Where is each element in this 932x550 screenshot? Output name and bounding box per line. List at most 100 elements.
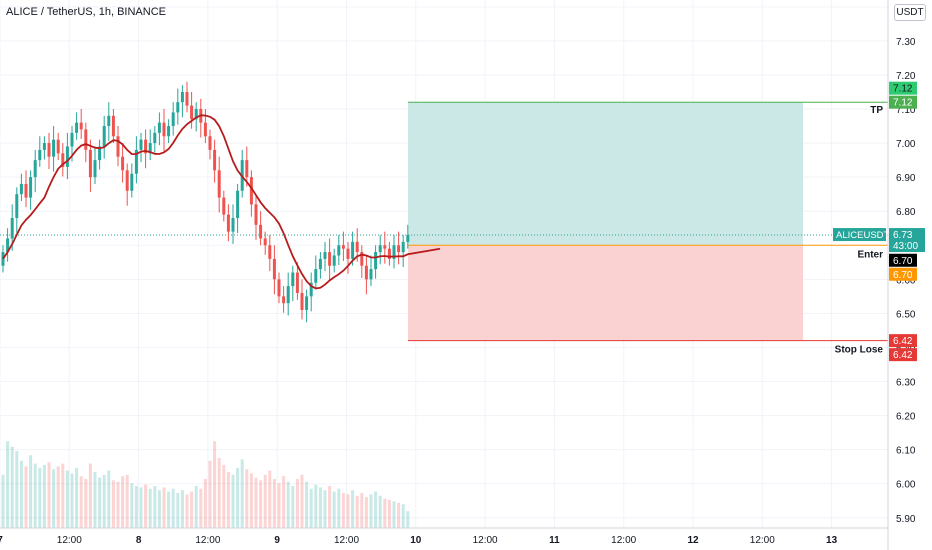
- volume-bar: [180, 490, 184, 528]
- take-profit-price-tag-bg: [889, 95, 917, 109]
- volume-bar: [19, 460, 23, 528]
- candle-body: [121, 156, 125, 171]
- candle-body: [309, 282, 313, 297]
- moving-average-line: [2, 114, 441, 290]
- volume-bar: [185, 494, 189, 528]
- candle-body: [194, 109, 198, 120]
- candle-body: [190, 105, 194, 120]
- stop-loss-zone: [408, 245, 803, 341]
- time-tick-label: 12: [687, 535, 699, 546]
- volume-bar: [84, 479, 88, 528]
- volume-bar: [351, 490, 355, 528]
- candle-body: [346, 248, 350, 259]
- entry-price-tag-black-bg: [889, 253, 917, 267]
- candle-body: [171, 112, 175, 127]
- volume-bar: [328, 486, 332, 528]
- chart-title: ALICE / TetherUS, 1h, BINANCE: [6, 6, 166, 18]
- volume-bar: [268, 470, 272, 528]
- candle-body: [65, 146, 69, 167]
- candle-body: [180, 91, 184, 103]
- volume-bar: [24, 466, 28, 528]
- time-axis[interactable]: 7 12:00 8 12:00 9 12:00 10 12:00 11 12:00 12 12:00 1…: [0, 527, 888, 546]
- volume-bar: [337, 488, 341, 528]
- volume-bar: [42, 465, 46, 528]
- volume-bar: [364, 497, 368, 528]
- candle-body: [134, 149, 138, 174]
- stop-loss-price-tag-bg: [889, 334, 917, 348]
- candle-body: [93, 160, 97, 178]
- volume-bar: [15, 451, 19, 528]
- candle-body: [185, 91, 189, 106]
- volume-bar: [125, 474, 129, 528]
- volume-bar: [392, 501, 396, 528]
- take-profit-price-tag-top: 7.12: [893, 84, 913, 95]
- volume-bar: [157, 490, 161, 528]
- volume-bar: [401, 504, 405, 528]
- take-profit-price-tag-top-bg: [889, 81, 917, 95]
- take-profit-label: TP: [870, 105, 883, 116]
- volume-bar: [70, 473, 74, 528]
- time-tick-label: 11: [549, 535, 560, 546]
- candle-body: [10, 218, 14, 239]
- candle-body: [328, 252, 332, 266]
- price-tick-label: 6.60: [896, 275, 916, 286]
- candle-body: [61, 153, 65, 167]
- position-zones: [0, 101, 888, 342]
- candle-body: [259, 224, 263, 239]
- candle-body: [84, 129, 88, 150]
- volume-bar: [245, 469, 249, 528]
- candle-body: [305, 296, 309, 310]
- time-tick-label: 10: [410, 535, 422, 546]
- candle-body: [88, 149, 92, 178]
- price-tick-label: 6.10: [896, 446, 916, 457]
- price-tick-label: 6.20: [896, 412, 916, 423]
- volume-bar: [360, 493, 364, 528]
- candle-body: [378, 245, 382, 253]
- candle-body: [107, 115, 111, 127]
- candle-body: [52, 139, 56, 157]
- candle-body: [102, 126, 106, 147]
- take-profit-price-tag: 7.12: [893, 98, 913, 109]
- volume-bar: [102, 474, 106, 528]
- volume-bar: [148, 488, 152, 528]
- volume-bar: [282, 476, 286, 528]
- price-axis[interactable]: 7.407.307.207.107.006.906.806.706.606.50…: [887, 0, 916, 550]
- price-tick-label: 6.30: [896, 378, 916, 389]
- candle-body: [369, 269, 373, 280]
- entry-price-tag-bg: [889, 267, 917, 281]
- stop-loss-price-tag-bottom: 6.42: [893, 350, 913, 361]
- candle-body: [148, 143, 152, 154]
- volume-bar: [387, 500, 391, 528]
- candle-body: [337, 245, 341, 256]
- volume-bar: [286, 481, 290, 528]
- volume-bar: [134, 486, 138, 528]
- candle-body: [144, 139, 148, 154]
- candle-body: [157, 122, 161, 133]
- candle-body: [401, 241, 405, 253]
- candle-body: [272, 258, 276, 280]
- candle-body: [364, 265, 368, 280]
- volume-bar: [222, 465, 226, 528]
- candle-body: [286, 286, 290, 304]
- last-price-value: 6.73: [893, 230, 913, 241]
- stop-loss-price-tag: 6.42: [893, 336, 913, 347]
- candle-body: [213, 149, 217, 171]
- volume-bar: [272, 479, 276, 528]
- time-tick-label: 12:00: [334, 535, 359, 546]
- volume-bar: [88, 463, 92, 528]
- time-tick-label: 9: [274, 535, 280, 546]
- candle-body: [167, 126, 171, 137]
- volume-bar: [121, 476, 125, 528]
- candle-body: [15, 194, 19, 219]
- volume-bar: [75, 467, 79, 528]
- volume-bar: [213, 441, 217, 528]
- symbol-tag-bg: [833, 228, 886, 242]
- volume-bar: [346, 494, 350, 528]
- volume-bar: [208, 460, 212, 528]
- currency-button[interactable]: USDT: [894, 4, 926, 21]
- time-tick-label: 13: [826, 535, 838, 546]
- candle-body: [295, 272, 299, 293]
- candle-body: [397, 245, 401, 253]
- volume-bar: [397, 502, 401, 528]
